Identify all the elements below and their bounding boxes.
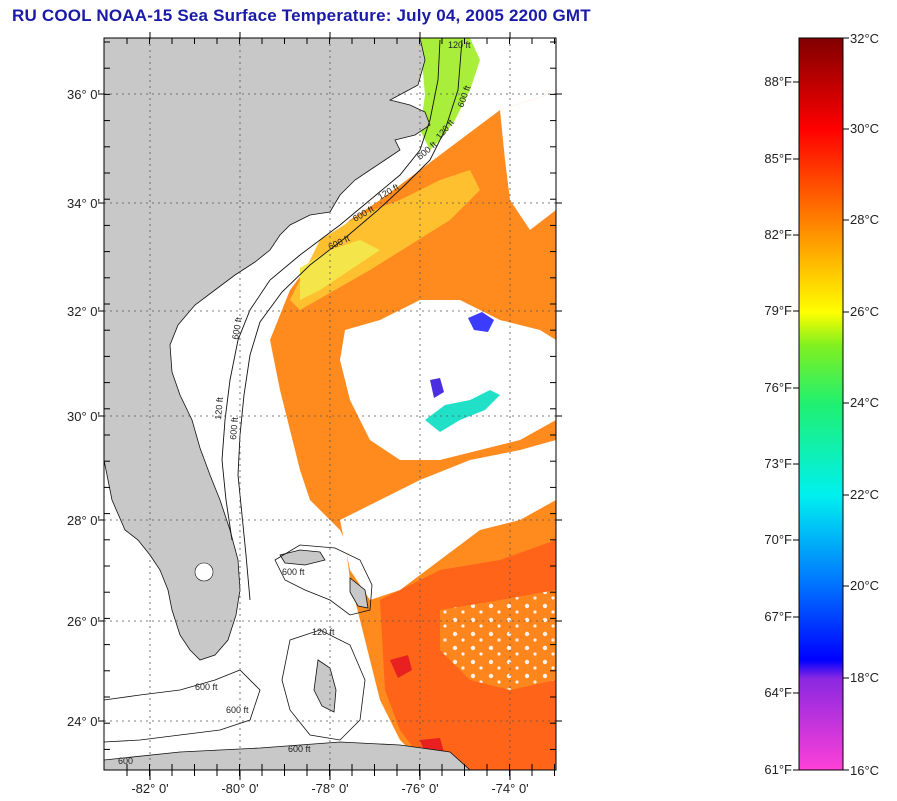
cbar-f-label: 64°F [764,685,792,700]
isobath-label: 120 ft [312,627,335,637]
sst-blue-patch-2 [430,378,444,398]
isobath-label: 600 ft [282,567,305,577]
isobath-label: 600 ft [226,705,249,715]
cbar-c-label: 24°C [850,395,879,410]
bahamas-grand-bahama [279,549,326,566]
isobath-label: 600 ft [195,682,218,692]
lat-label: 32° 0' [67,304,100,319]
cloud-region-4 [440,590,556,690]
sst-blue-patch [468,312,494,332]
cbar-f-label: 73°F [764,456,792,471]
cbar-f-label: 67°F [764,609,792,624]
cbar-f-label: 79°F [764,303,792,318]
isobath-label: 120 ft [448,40,471,50]
cbar-c-label: 22°C [850,487,879,502]
isobath-120ft [221,39,441,541]
isobath-label: 120 ft [213,396,225,420]
cbar-f-label: 70°F [764,532,792,547]
axis-ticks [98,32,562,780]
cbar-f-label: 85°F [764,151,792,166]
lat-label: 24° 0' [67,714,100,729]
cbar-c-label: 32°C [850,31,879,46]
isobath-label: 600 ft [288,744,311,754]
sst-yellow-patch [300,240,380,300]
isobath-label: 600 ft [230,316,244,340]
colorbar-fahrenheit-labels: 88°F 85°F 82°F 79°F 76°F 73°F 70°F 67°F … [764,74,792,777]
cbar-f-label: 76°F [764,380,792,395]
sst-green-coastal [420,38,480,150]
cbar-f-label: 88°F [764,74,792,89]
cbar-c-label: 26°C [850,304,879,319]
longitude-labels: -82° 0' -80° 0' -78° 0' -76° 0' -74° 0' [131,781,528,796]
lon-label: -80° 0' [221,781,258,796]
isobath-600ft [237,39,463,601]
us-landmass [104,38,431,661]
bahamas-abaco [349,577,369,609]
lon-label: -82° 0' [131,781,168,796]
lon-label: -74° 0' [491,781,528,796]
lon-label: -76° 0' [401,781,438,796]
isobath-keys [104,669,261,743]
lake-okeechobee [194,562,214,582]
colorbar [798,37,844,771]
cloud-region-3 [500,92,556,230]
lon-label: -78° 0' [311,781,348,796]
cbar-f-label: 61°F [764,762,792,777]
lat-label: 36° 0' [67,87,100,102]
lat-label: 30° 0' [67,409,100,424]
cbar-c-label: 18°C [850,670,879,685]
latitude-labels: 36° 0' 34° 0' 32° 0' 30° 0' 28° 0' 26° 0… [67,87,100,729]
sst-red-patch [390,655,412,678]
cloud-region-1 [340,300,556,460]
sst-cyan-patch [425,390,500,432]
cbar-c-label: 16°C [850,763,879,778]
isobath-label: 600 [118,756,133,766]
isobath-label: 600 ft [228,416,240,440]
colorbar-ticks [793,37,849,771]
map-title: RU COOL NOAA-15 Sea Surface Temperature:… [12,6,591,25]
cuba-north-coast [104,741,471,770]
lat-label: 34° 0' [67,196,100,211]
lat-label: 26° 0' [67,614,100,629]
lat-label: 28° 0' [67,513,100,528]
graticule [104,38,556,770]
cbar-f-label: 82°F [764,227,792,242]
cbar-c-label: 20°C [850,578,879,593]
cbar-c-label: 28°C [850,212,879,227]
cbar-c-label: 30°C [850,121,879,136]
isobath-bahamas [274,544,373,741]
colorbar-celsius-labels: 32°C 30°C 28°C 26°C 24°C 22°C 20°C 18°C … [850,31,879,778]
